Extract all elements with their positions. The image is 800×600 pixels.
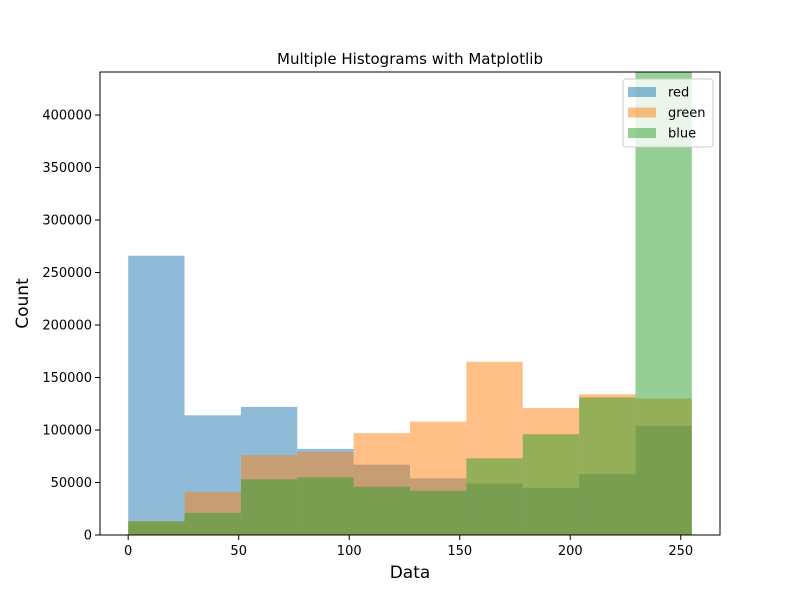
x-tick-label: 150 [447,544,472,559]
bar-blue-6 [466,458,523,535]
bars-layer [128,72,692,535]
x-tick-label: 50 [230,544,247,559]
bar-blue-2 [240,479,298,535]
legend-label-red: red [668,86,689,101]
bar-blue-4 [353,486,410,535]
x-tick-label: 0 [124,544,132,559]
bar-blue-1 [184,512,241,535]
y-tick-label: 300000 [42,214,92,229]
y-tick-label: 100000 [42,424,92,439]
legend: red green blue [622,78,714,148]
chart-title: Multiple Histograms with Matplotlib [277,50,543,68]
y-tick-label: 150000 [42,371,92,386]
y-tick-label: 350000 [42,161,92,176]
y-axis-label: Count [13,278,33,329]
x-tick-label: 250 [668,544,693,559]
legend-swatch-blue [628,128,656,138]
legend-swatch-red [628,87,656,97]
x-axis-ticks: 0 50 100 150 200 250 [124,535,693,559]
bar-red-0 [128,255,185,535]
y-tick-label: 400000 [42,109,92,124]
y-tick-label: 200000 [42,319,92,334]
bar-blue-5 [410,490,467,535]
x-tick-label: 200 [558,544,583,559]
legend-swatch-green [628,107,656,118]
legend-label-green: green [668,106,706,121]
y-tick-label: 0 [84,529,92,544]
bar-blue-8 [579,397,636,535]
series-blue [128,72,692,535]
bar-blue-9 [635,72,692,535]
plot-frame [99,71,721,536]
y-axis-ticks: 0 50000 100000 150000 200000 250000 300000 3500… [42,109,100,544]
bar-blue-3 [297,477,354,535]
bar-blue-0 [128,521,185,535]
y-tick-label: 50000 [51,476,92,491]
y-tick-label: 250000 [42,266,92,281]
legend-label-blue: blue [668,127,696,142]
x-tick-label: 100 [337,544,362,559]
x-axis-label: Data [390,563,431,583]
bar-blue-7 [522,434,580,535]
